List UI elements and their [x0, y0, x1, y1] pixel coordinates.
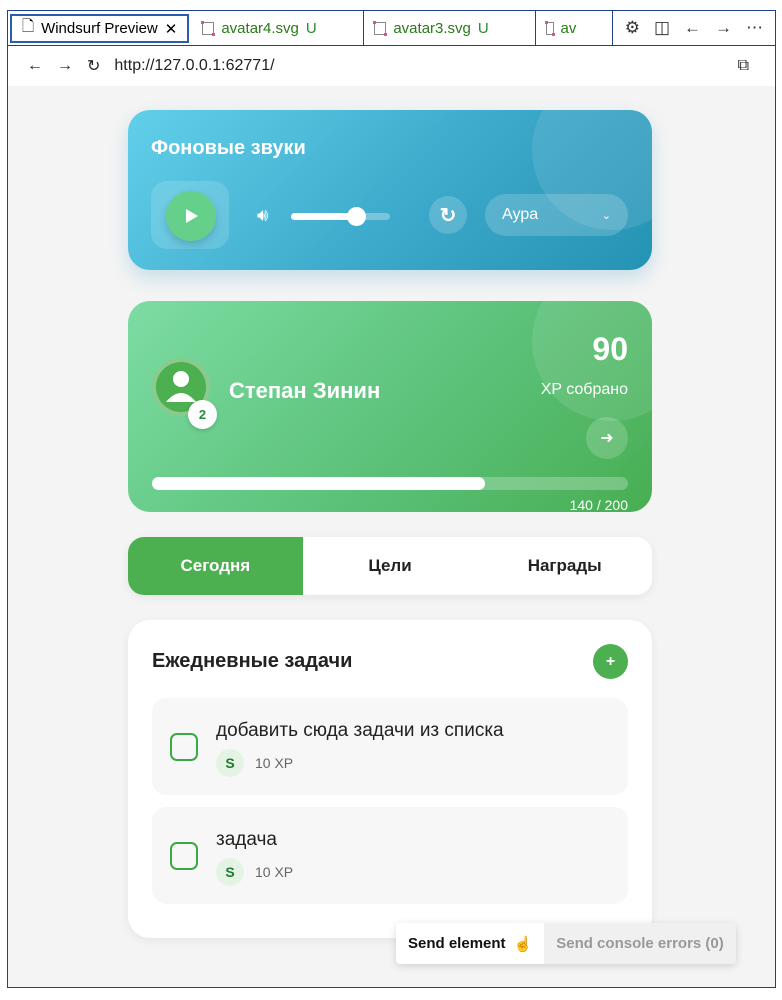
- sound-select[interactable]: Аура ⌄: [485, 194, 628, 236]
- refresh-icon: ↻: [439, 204, 457, 227]
- tab-avatar3[interactable]: avatar3.svg U: [364, 11, 537, 46]
- refresh-button[interactable]: ↻: [429, 196, 467, 234]
- editor-toolbar: ⚙ ◫ ← → ⋯: [611, 11, 775, 45]
- tab-windsurf-preview[interactable]: 🗋 Windsurf Preview ✕: [10, 14, 190, 43]
- address-bar: ← → ↻ http://127.0.0.1:62771/ ⧉: [7, 46, 775, 86]
- back-icon[interactable]: ←: [27, 57, 43, 74]
- logout-icon: ➜: [600, 430, 614, 447]
- split-editor-icon[interactable]: ◫: [653, 18, 670, 37]
- play-button[interactable]: [166, 191, 216, 241]
- send-toolbar: Send element ☝ Send console errors (0): [396, 923, 736, 964]
- xp-progress-text: 140 / 200: [569, 497, 628, 512]
- sound-card: Фоновые звуки 🔊︎ ↻ Аура ⌄: [128, 110, 652, 270]
- close-icon[interactable]: ✕: [164, 20, 178, 38]
- size-badge: S: [216, 858, 244, 886]
- svg-file-icon: [545, 21, 555, 36]
- avatar: [152, 358, 210, 416]
- play-wrapper: [151, 181, 229, 249]
- task-item: задача S 10 XP: [152, 807, 628, 904]
- task-item: добавить сюда задачи из списка S 10 XP: [152, 698, 628, 795]
- volume-fill: [291, 213, 357, 220]
- xp-progress-fill: [152, 477, 486, 490]
- main-tabs: Сегодня Цели Награды: [128, 537, 652, 595]
- task-xp: 10 XP: [255, 755, 294, 771]
- chevron-down-icon: ⌄: [601, 209, 611, 222]
- add-task-button[interactable]: +: [593, 644, 628, 679]
- task-xp: 10 XP: [255, 864, 294, 880]
- xp-label: XP собрано: [540, 381, 628, 398]
- gear-icon[interactable]: ⚙: [624, 18, 640, 37]
- logout-button[interactable]: ➜: [586, 417, 628, 459]
- tab-avatar-partial[interactable]: av: [536, 11, 586, 46]
- editor-tab-bar: 🗋 Windsurf Preview ✕ avatar4.svg U avatar3.…: [7, 10, 775, 46]
- tab-today[interactable]: Сегодня: [128, 537, 303, 595]
- task-checkbox[interactable]: [170, 842, 198, 870]
- task-checkbox[interactable]: [170, 733, 198, 761]
- task-title: задача: [216, 829, 277, 850]
- task-title: добавить сюда задачи из списка: [216, 720, 504, 741]
- size-badge: S: [216, 749, 244, 777]
- play-icon: [186, 209, 198, 223]
- tasks-title: Ежедневные задачи: [152, 650, 353, 672]
- send-element-button[interactable]: Send element ☝: [396, 923, 545, 964]
- open-external-icon[interactable]: ⧉: [737, 57, 749, 74]
- xp-progress-bar: [152, 477, 628, 490]
- tab-goals[interactable]: Цели: [368, 556, 412, 575]
- daily-tasks-card: Ежедневные задачи + добавить сюда задачи…: [128, 620, 652, 938]
- more-icon[interactable]: ⋯: [746, 18, 763, 37]
- forward-icon[interactable]: →: [715, 18, 732, 37]
- send-console-errors-button[interactable]: Send console errors (0): [544, 923, 736, 964]
- forward-icon[interactable]: →: [57, 57, 73, 74]
- profile-name: Степан Зинин: [229, 378, 381, 403]
- frame-border: [775, 10, 776, 988]
- url-field[interactable]: http://127.0.0.1:62771/: [114, 57, 275, 74]
- volume-icon: 🔊︎: [257, 205, 269, 225]
- level-badge: 2: [188, 400, 217, 429]
- user-icon: [166, 371, 196, 402]
- volume-slider[interactable]: [291, 207, 390, 226]
- volume-thumb[interactable]: [347, 207, 367, 226]
- profile-card: 2 Степан Зинин 90 XP собрано ➜ 140 / 200: [128, 301, 652, 512]
- tab-rewards[interactable]: Награды: [527, 556, 602, 575]
- svg-file-icon: [373, 21, 388, 36]
- file-icon: 🗋: [22, 18, 35, 35]
- sound-title: Фоновые звуки: [151, 137, 306, 159]
- tab-avatar4[interactable]: avatar4.svg U: [192, 11, 365, 46]
- frame-border: [7, 10, 8, 988]
- xp-value: 90: [592, 331, 628, 367]
- preview-page: Фоновые звуки 🔊︎ ↻ Аура ⌄ 2 Степан Зинин …: [7, 86, 775, 988]
- pointer-click-icon: ☝: [513, 935, 533, 953]
- svg-file-icon: [201, 21, 216, 36]
- reload-icon[interactable]: ↻: [87, 58, 101, 75]
- back-icon[interactable]: ←: [684, 18, 701, 37]
